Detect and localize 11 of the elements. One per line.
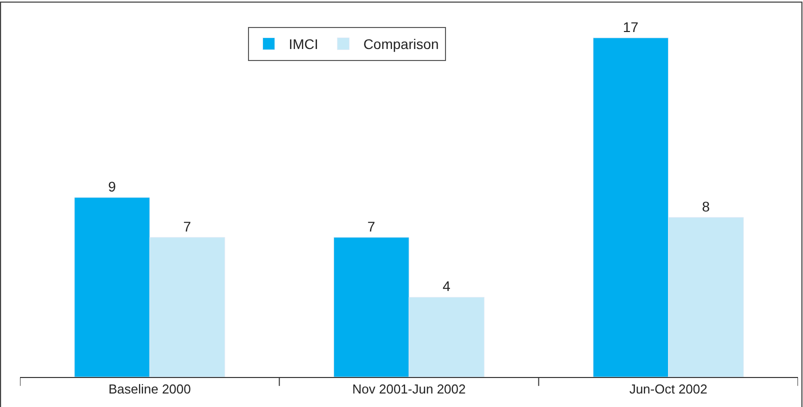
data-label: 7 — [367, 218, 376, 234]
data-label: 4 — [442, 278, 451, 294]
data-label: 8 — [702, 198, 710, 214]
data-label: 7 — [183, 218, 192, 234]
x-tick-label: Jun-Oct 2002 — [629, 382, 708, 397]
legend-label: IMCI — [288, 36, 318, 52]
data-label: 17 — [622, 18, 639, 35]
x-tick-label: Baseline 2000 — [108, 382, 191, 397]
legend-label: Comparison — [363, 36, 439, 52]
data-label: 9 — [108, 178, 116, 194]
x-tick-label: Nov 2001-Jun 2002 — [352, 382, 466, 397]
